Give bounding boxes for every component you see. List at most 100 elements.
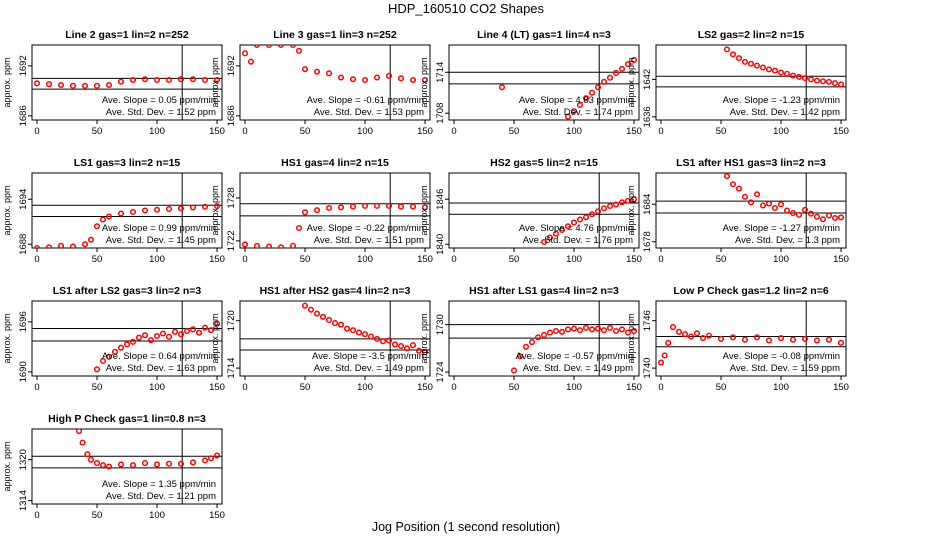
data-point	[153, 76, 161, 84]
x-tick-label: 150	[833, 382, 849, 393]
y-axis-label: approx. ppm	[419, 313, 429, 363]
slope-annotation: Ave. Slope = -3.5 ppm/min	[312, 351, 424, 362]
data-point	[367, 333, 375, 340]
data-point	[201, 324, 209, 331]
data-point	[657, 359, 665, 366]
panel-title: LS2 gas=2 lin=2 n=15	[698, 29, 805, 41]
chart-panel: High P Check gas=1 lin=0.8 n=3 0 50 100 150 1…	[2, 413, 225, 521]
data-point	[552, 327, 560, 335]
data-point	[397, 342, 405, 350]
x-tick-label: 0	[242, 382, 247, 393]
data-point	[75, 429, 83, 435]
y-axis-label: approx. ppm	[210, 185, 220, 235]
data-point	[825, 78, 833, 85]
data-point	[717, 335, 725, 342]
data-point	[313, 68, 321, 75]
data-point	[765, 337, 773, 344]
data-point	[79, 439, 86, 446]
y-axis-label: approx. ppm	[2, 57, 12, 107]
data-point	[564, 223, 572, 230]
data-point	[618, 326, 626, 333]
data-point	[301, 209, 309, 216]
data-point	[361, 331, 369, 338]
data-point	[606, 74, 614, 81]
y-tick-label: 1730	[435, 314, 446, 335]
panel-title: HS1 after LS1 gas=4 lin=2 n=3	[469, 285, 619, 297]
panel-title: LS1 after HS1 gas=3 lin=2 n=3	[676, 157, 826, 169]
y-tick-label: 1720	[226, 310, 237, 331]
x-tick-label: 100	[149, 254, 165, 265]
plot-frame	[448, 44, 640, 121]
data-point	[123, 341, 131, 348]
data-point	[361, 202, 369, 209]
data-points	[540, 196, 638, 246]
y-tick-label: 1684	[642, 194, 653, 215]
data-point	[349, 76, 357, 83]
y-tick-label: 1714	[226, 358, 237, 379]
data-point	[105, 463, 113, 470]
chart-panel: LS1 after HS1 gas=3 lin=2 n=30 50 100 15016…	[626, 157, 849, 265]
data-point	[265, 243, 273, 248]
data-point	[105, 353, 113, 360]
chart-panel: LS1 after LS2 gas=3 lin=2 n=3 0 50 100 150 16…	[2, 285, 225, 393]
std-dev-annotation: Ave. Std. Dev. = 1.59 ppm	[730, 363, 840, 374]
x-tick-label: 50	[716, 382, 727, 393]
data-points	[498, 56, 638, 120]
x-tick-label: 100	[149, 126, 165, 137]
data-point	[141, 76, 149, 83]
data-point	[201, 76, 209, 84]
data-point	[807, 210, 815, 217]
slope-annotation: Ave. Slope = -1.27 ppm/min	[723, 223, 840, 234]
data-point	[289, 45, 297, 49]
data-point	[87, 456, 95, 463]
data-point	[105, 81, 113, 89]
std-dev-annotation: Ave. Std. Dev. = 1.49 ppm	[523, 363, 633, 374]
data-point	[153, 332, 161, 340]
data-point	[570, 219, 578, 226]
data-point	[301, 66, 309, 73]
data-point	[831, 80, 839, 87]
data-point	[373, 74, 381, 81]
data-point	[813, 77, 821, 84]
data-point	[159, 330, 167, 337]
data-point	[421, 76, 429, 84]
data-point	[57, 81, 65, 89]
y-tick-label: 1722	[226, 230, 237, 251]
x-tick-label: 50	[509, 382, 520, 393]
data-point	[807, 76, 815, 83]
data-point	[661, 352, 668, 359]
data-point	[295, 224, 303, 232]
data-point	[825, 212, 833, 219]
plot-frame	[31, 44, 223, 121]
x-tick-label: 150	[626, 126, 642, 137]
x-tick-label: 50	[92, 126, 103, 137]
panel-title: LS1 gas=3 lin=2 n=15	[74, 157, 181, 169]
plot-frame	[31, 300, 223, 377]
data-point	[801, 75, 809, 82]
data-point	[189, 326, 197, 333]
data-point	[153, 206, 161, 213]
data-point	[337, 321, 345, 328]
data-point	[600, 327, 608, 334]
data-point	[355, 329, 363, 336]
data-point	[753, 191, 761, 198]
data-point	[681, 331, 689, 338]
plot-frame	[655, 44, 847, 121]
data-point	[93, 82, 101, 89]
x-tick-label: 0	[451, 126, 456, 137]
data-point	[534, 334, 542, 341]
data-point	[588, 211, 596, 218]
chart-panel: Low P Check gas=1.2 lin=2 n=60 50 100 15017…	[626, 285, 849, 393]
data-point	[325, 70, 333, 77]
data-point	[301, 302, 309, 309]
data-point	[385, 337, 393, 344]
data-point	[594, 325, 602, 332]
data-point	[201, 457, 209, 464]
slope-annotation: Ave. Slope = -0.22 ppm/min	[307, 223, 424, 234]
data-point	[189, 204, 197, 211]
data-point	[135, 334, 143, 341]
data-point	[606, 202, 614, 210]
x-tick-label: 150	[209, 510, 225, 521]
